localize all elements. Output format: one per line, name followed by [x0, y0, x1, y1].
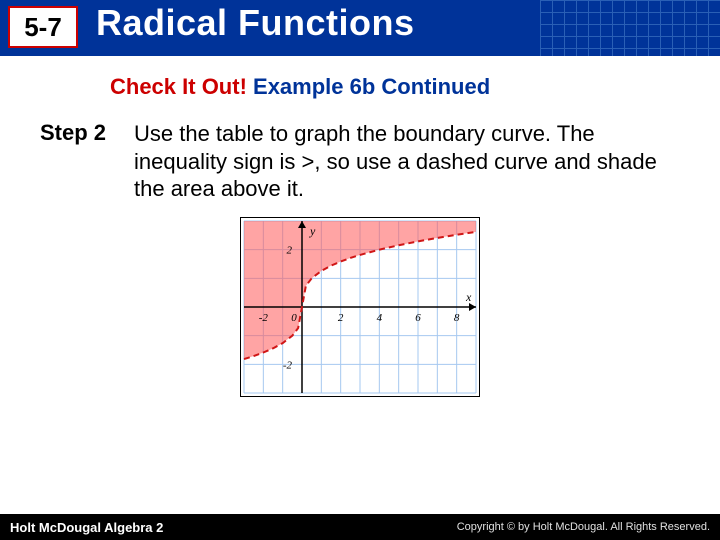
subhead-example: Example 6b Continued [247, 74, 490, 99]
subhead-emphasis: Check It Out! [110, 74, 247, 99]
step-label: Step 2 [40, 120, 134, 203]
inequality-graph: -2 2 4 6 8 -2 2 0 x y [240, 217, 480, 397]
body-content: Step 2 Use the table to graph the bounda… [0, 120, 720, 203]
slide-header: 5-7 Radical Functions [0, 0, 720, 56]
svg-text:x: x [465, 290, 472, 304]
svg-text:-2: -2 [283, 359, 293, 371]
footer-copyright: Copyright © by Holt McDougal. All Rights… [457, 521, 710, 533]
svg-text:8: 8 [454, 312, 460, 324]
header-grid-pattern [540, 0, 720, 56]
svg-text:2: 2 [287, 244, 293, 256]
svg-text:-2: -2 [259, 312, 269, 324]
svg-text:6: 6 [415, 312, 421, 324]
example-subheading: Check It Out! Example 6b Continued [0, 74, 720, 100]
svg-text:y: y [309, 224, 316, 238]
svg-text:4: 4 [377, 312, 383, 324]
lesson-title: Radical Functions [96, 2, 415, 44]
section-number: 5-7 [24, 12, 62, 43]
graph-container: -2 2 4 6 8 -2 2 0 x y [0, 217, 720, 397]
section-number-badge: 5-7 [8, 6, 78, 48]
footer-book-title: Holt McDougal Algebra 2 [10, 520, 163, 535]
svg-text:2: 2 [338, 312, 344, 324]
step-row: Step 2 Use the table to graph the bounda… [40, 120, 660, 203]
slide-footer: Holt McDougal Algebra 2 Copyright © by H… [0, 514, 720, 540]
svg-text:0: 0 [291, 312, 297, 324]
step-instruction: Use the table to graph the boundary curv… [134, 120, 660, 203]
